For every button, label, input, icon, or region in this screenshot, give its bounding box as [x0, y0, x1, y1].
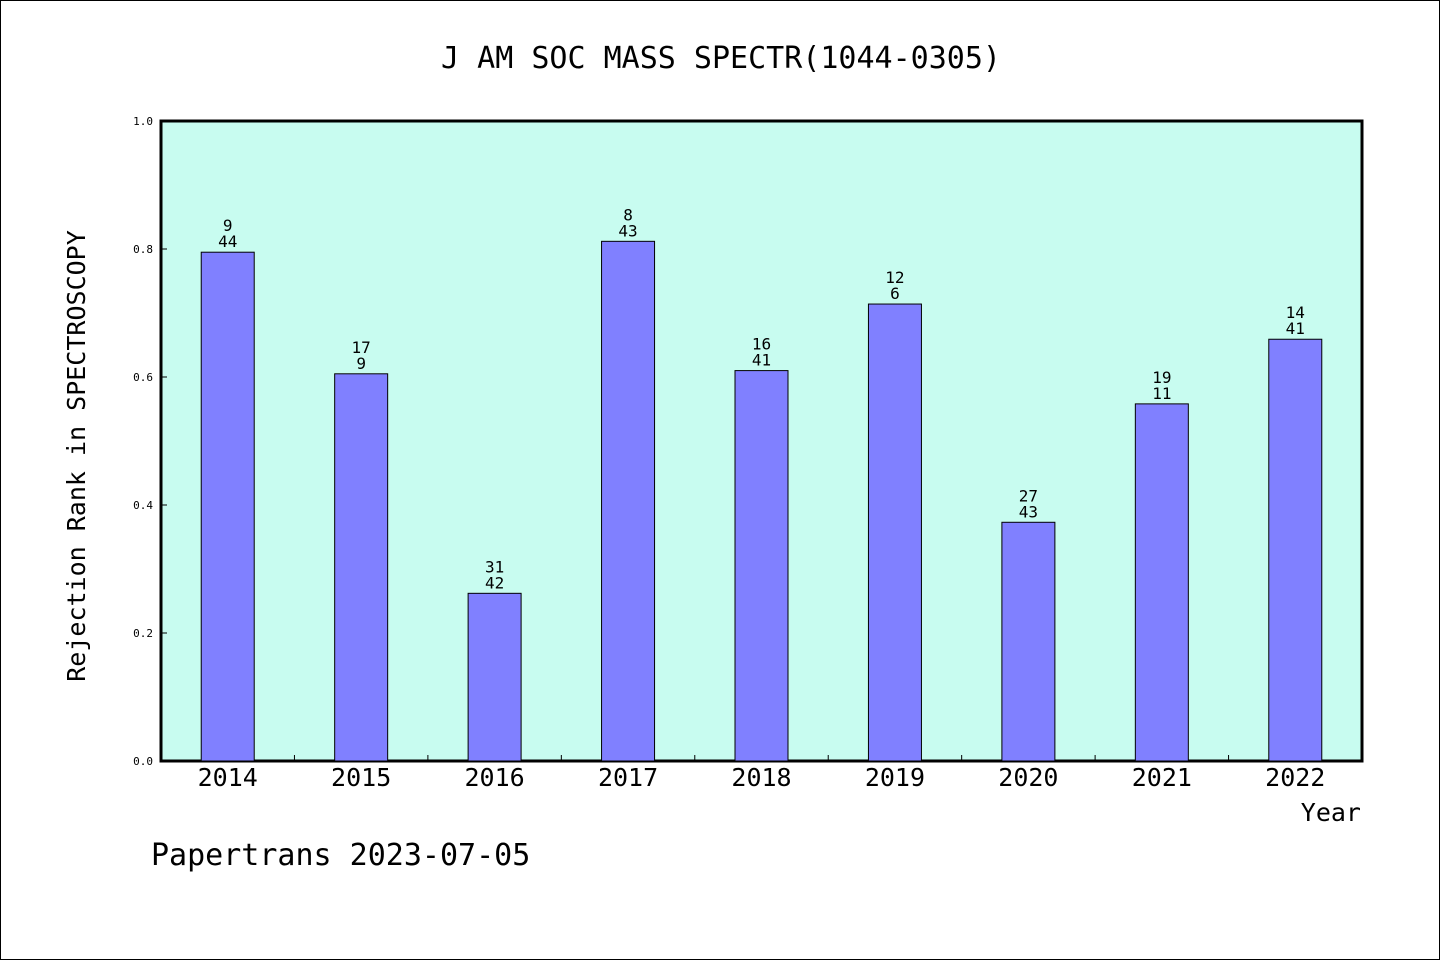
data-label-bottom: 42 — [485, 573, 504, 592]
data-label-bottom: 11 — [1152, 384, 1171, 403]
y-tick-label: 1.0 — [133, 115, 153, 128]
bar-2015 — [334, 373, 389, 762]
footer-credit: Papertrans 2023-07-05 — [151, 838, 530, 873]
data-label-bottom: 41 — [752, 351, 771, 370]
x-tick-label: 2017 — [598, 763, 658, 792]
data-label-top: 16 — [752, 335, 771, 354]
x-tick-label: 2019 — [865, 763, 925, 792]
bar-2016 — [467, 592, 522, 762]
bar-2019 — [867, 303, 922, 762]
data-label-top: 14 — [1286, 303, 1305, 322]
chart-title: J AM SOC MASS SPECTR(1044-0305) — [441, 41, 1001, 76]
y-tick-label: 0.4 — [133, 499, 153, 512]
data-label-top: 12 — [885, 268, 904, 287]
data-label-top: 8 — [623, 205, 633, 224]
bar-2017 — [601, 240, 656, 762]
x-tick-label: 2020 — [998, 763, 1058, 792]
x-tick-label: 2016 — [465, 763, 525, 792]
data-label-bottom: 41 — [1286, 319, 1305, 338]
data-label-top: 9 — [223, 216, 233, 235]
data-label-bottom: 6 — [890, 284, 900, 303]
x-tick-label: 2018 — [731, 763, 791, 792]
bar-2022 — [1268, 338, 1323, 762]
bar-2018 — [734, 370, 789, 762]
data-label-bottom: 43 — [1019, 502, 1038, 521]
data-label-bottom: 43 — [618, 221, 637, 240]
x-tick-label: 2015 — [331, 763, 391, 792]
x-tick-label: 2014 — [198, 763, 258, 792]
bars — [200, 240, 1323, 762]
bar-2021 — [1134, 403, 1189, 762]
y-tick-label: 0.8 — [133, 243, 153, 256]
data-label-top: 27 — [1019, 486, 1038, 505]
data-label-bottom: 9 — [356, 354, 366, 373]
y-axis-label: Rejection Rank in SPECTROSCOPY — [62, 230, 91, 682]
x-axis-ticks: 2014 2015 2016 2017 2018 2019 2020 2021 2022 — [198, 755, 1325, 792]
y-tick-label: 0.2 — [133, 627, 153, 640]
data-label-top: 31 — [485, 557, 504, 576]
y-tick-label: 0.0 — [133, 755, 153, 768]
y-axis-ticks: 0.0 0.2 0.4 0.6 0.8 1.0 — [133, 115, 167, 768]
bar-2014 — [200, 251, 255, 762]
x-tick-label: 2021 — [1132, 763, 1192, 792]
data-label-top: 17 — [352, 338, 371, 357]
data-label-bottom: 44 — [218, 232, 237, 251]
x-axis-label: Year — [1301, 798, 1361, 827]
bar-2020 — [1001, 521, 1056, 762]
y-tick-label: 0.6 — [133, 371, 153, 384]
data-label-top: 19 — [1152, 368, 1171, 387]
x-tick-label: 2022 — [1265, 763, 1325, 792]
